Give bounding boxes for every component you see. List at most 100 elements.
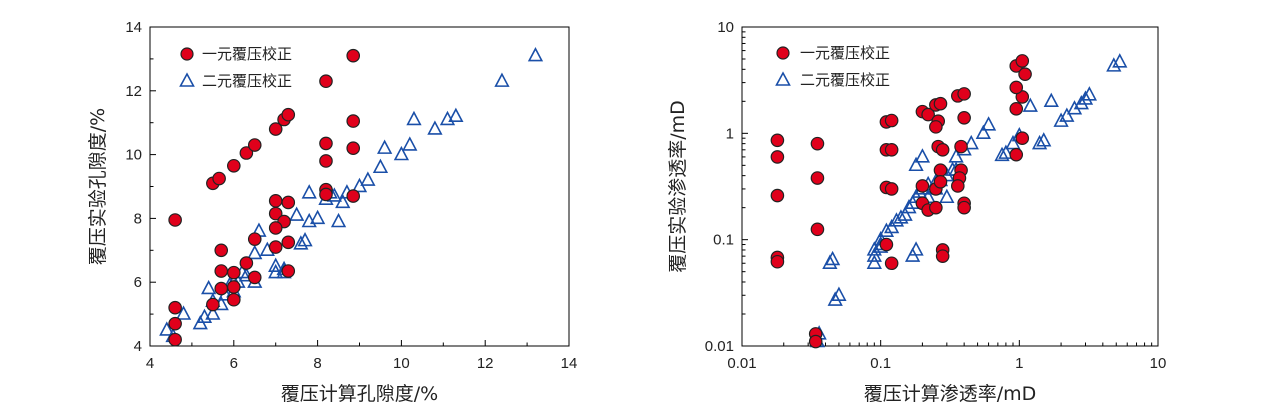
data-point-triangle	[1036, 132, 1052, 147]
porosity-legend: 一元覆压校正 二元覆压校正	[179, 45, 292, 90]
data-point-circle	[268, 221, 283, 235]
y-tick-label: 0.1	[713, 232, 734, 249]
y-tick-label: 10	[125, 147, 142, 164]
data-point-triangle	[963, 134, 979, 150]
data-point-triangle	[201, 279, 217, 295]
data-point-triangle	[827, 291, 843, 306]
data-point-circle	[319, 187, 333, 202]
data-point-circle	[346, 141, 361, 156]
data-point-triangle	[1043, 92, 1059, 108]
data-point-circle	[239, 256, 254, 270]
permeability-legend-label-1: 一元覆压校正	[800, 44, 890, 62]
data-point-triangle	[908, 241, 924, 256]
data-point-circle	[884, 113, 899, 128]
data-point-triangle	[1022, 97, 1038, 112]
data-point-triangle	[406, 110, 422, 126]
data-point-triangle	[1005, 134, 1021, 150]
data-point-triangle	[360, 171, 376, 186]
data-point-circle	[227, 265, 241, 280]
x-tick-label: 10	[1150, 355, 1167, 372]
porosity-y-axis-title: 覆压实验孔隙度/%	[87, 108, 109, 265]
data-point-triangle	[527, 47, 544, 62]
data-point-circle	[770, 254, 785, 269]
data-point-circle	[770, 133, 785, 148]
data-point-circle	[935, 143, 950, 157]
y-tick-label: 0.01	[705, 338, 734, 355]
data-point-circle	[810, 222, 825, 237]
data-point-triangle	[878, 222, 895, 237]
data-point-circle	[247, 138, 262, 152]
data-point-triangle	[831, 286, 847, 301]
data-point-circle	[1009, 102, 1024, 116]
data-point-circle	[214, 243, 229, 258]
data-point-circle	[957, 110, 971, 125]
data-point-circle	[268, 240, 283, 254]
permeability-y-axis-title: 覆压实验渗透率/mD	[667, 100, 689, 273]
data-point-circle	[239, 146, 254, 160]
data-point-circle	[810, 136, 825, 151]
data-point-circle	[957, 87, 971, 101]
y-tick-label: 1	[726, 125, 734, 142]
data-point-circle	[281, 264, 296, 278]
porosity-legend-label-1: 一元覆压校正	[202, 45, 292, 63]
data-point-triangle	[1081, 86, 1098, 101]
data-point-circle	[884, 182, 899, 196]
data-point-circle	[168, 300, 182, 315]
x-tick-label: 14	[561, 355, 578, 372]
data-point-circle	[951, 179, 965, 193]
x-tick-label: 0.01	[727, 355, 756, 372]
permeability-legend-triangle-marker	[775, 71, 791, 86]
data-point-circle	[1009, 147, 1024, 162]
data-point-triangle	[998, 144, 1014, 159]
data-point-triangle	[1053, 112, 1069, 127]
data-point-triangle	[914, 148, 931, 163]
data-point-triangle	[893, 209, 909, 224]
data-point-circle	[1015, 90, 1030, 104]
data-point-circle	[268, 122, 283, 136]
data-point-circle	[168, 316, 182, 331]
permeability-legend-circle-marker	[776, 46, 790, 60]
data-point-triangle	[268, 257, 284, 272]
data-point-triangle	[268, 263, 284, 279]
data-point-circle	[214, 281, 229, 296]
data-point-circle	[319, 136, 333, 151]
data-point-circle	[346, 114, 361, 128]
data-point-circle	[770, 188, 785, 203]
permeability-legend-label-2: 二元覆压校正	[800, 71, 890, 89]
data-point-triangle	[393, 145, 410, 161]
data-point-triangle	[494, 72, 510, 87]
porosity-legend-triangle-marker	[179, 72, 195, 87]
data-point-triangle	[175, 305, 192, 320]
data-point-circle	[227, 158, 241, 173]
data-point-circle	[346, 48, 361, 63]
data-point-triangle	[980, 116, 997, 131]
data-point-triangle	[897, 206, 913, 221]
data-point-triangle	[301, 184, 317, 199]
data-point-triangle	[1106, 57, 1122, 72]
data-point-circle	[884, 256, 899, 271]
y-tick-label: 8	[134, 210, 142, 227]
porosity-legend-label-2: 二元覆压校正	[202, 72, 292, 90]
data-point-triangle	[939, 188, 955, 204]
data-point-triangle	[247, 244, 263, 260]
y-tick-label: 14	[125, 19, 142, 36]
data-point-circle	[808, 334, 823, 349]
data-point-circle	[810, 171, 825, 185]
data-point-circle	[1018, 67, 1032, 81]
data-point-circle	[268, 194, 283, 208]
data-point-triangle	[1066, 100, 1083, 115]
data-point-triangle	[402, 136, 418, 151]
data-point-circle	[935, 249, 950, 263]
data-point-circle	[319, 154, 333, 168]
y-tick-label: 6	[134, 274, 142, 291]
data-point-circle	[281, 107, 296, 122]
porosity-x-axis-title: 覆压计算孔隙度/%	[281, 383, 438, 405]
data-point-triangle	[205, 305, 221, 320]
data-point-circle	[319, 74, 333, 89]
data-point-circle	[954, 139, 968, 154]
data-point-triangle	[901, 198, 917, 214]
data-point-circle	[227, 292, 241, 307]
data-point-triangle	[427, 120, 443, 135]
data-point-triangle	[866, 254, 882, 269]
